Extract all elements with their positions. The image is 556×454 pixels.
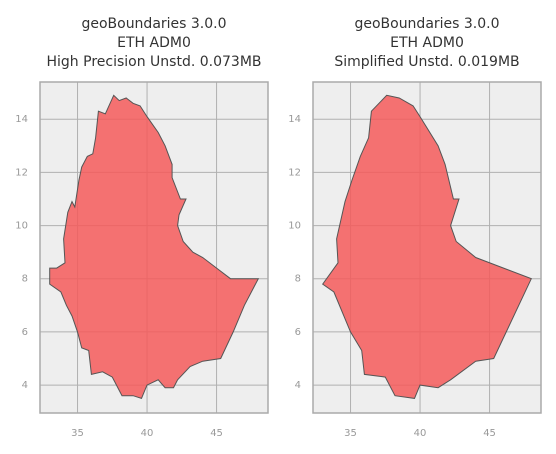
- chart-title: ETH ADM0: [117, 35, 191, 51]
- country-shape: [321, 94, 532, 399]
- plot-frame: [39, 81, 269, 414]
- x-tick-label: 40: [414, 428, 427, 439]
- chart-title: High Precision Unstd. 0.073MB: [47, 54, 262, 70]
- chart-title: geoBoundaries 3.0.0: [81, 16, 226, 32]
- x-tick-label: 35: [71, 428, 84, 439]
- y-tick-label: 8: [22, 274, 28, 285]
- chart-title: Simplified Unstd. 0.019MB: [334, 54, 519, 70]
- y-tick-label: 4: [295, 380, 301, 391]
- plot-frame: [312, 81, 542, 414]
- x-tick-label: 40: [141, 428, 154, 439]
- y-tick-label: 6: [22, 327, 28, 338]
- y-tick-label: 6: [295, 327, 301, 338]
- y-tick-label: 10: [15, 221, 28, 232]
- y-tick-label: 10: [288, 221, 301, 232]
- y-tick-label: 4: [22, 380, 28, 391]
- y-tick-label: 8: [295, 274, 301, 285]
- x-tick-label: 45: [210, 428, 223, 439]
- x-tick-label: 45: [483, 428, 496, 439]
- chart-title: ETH ADM0: [390, 35, 464, 51]
- y-tick-label: 12: [15, 167, 28, 178]
- y-tick-label: 14: [15, 114, 28, 125]
- x-tick-label: 35: [344, 428, 357, 439]
- country-shape: [49, 94, 260, 400]
- y-tick-label: 12: [288, 167, 301, 178]
- chart-title: geoBoundaries 3.0.0: [354, 16, 499, 32]
- y-tick-label: 14: [288, 114, 301, 125]
